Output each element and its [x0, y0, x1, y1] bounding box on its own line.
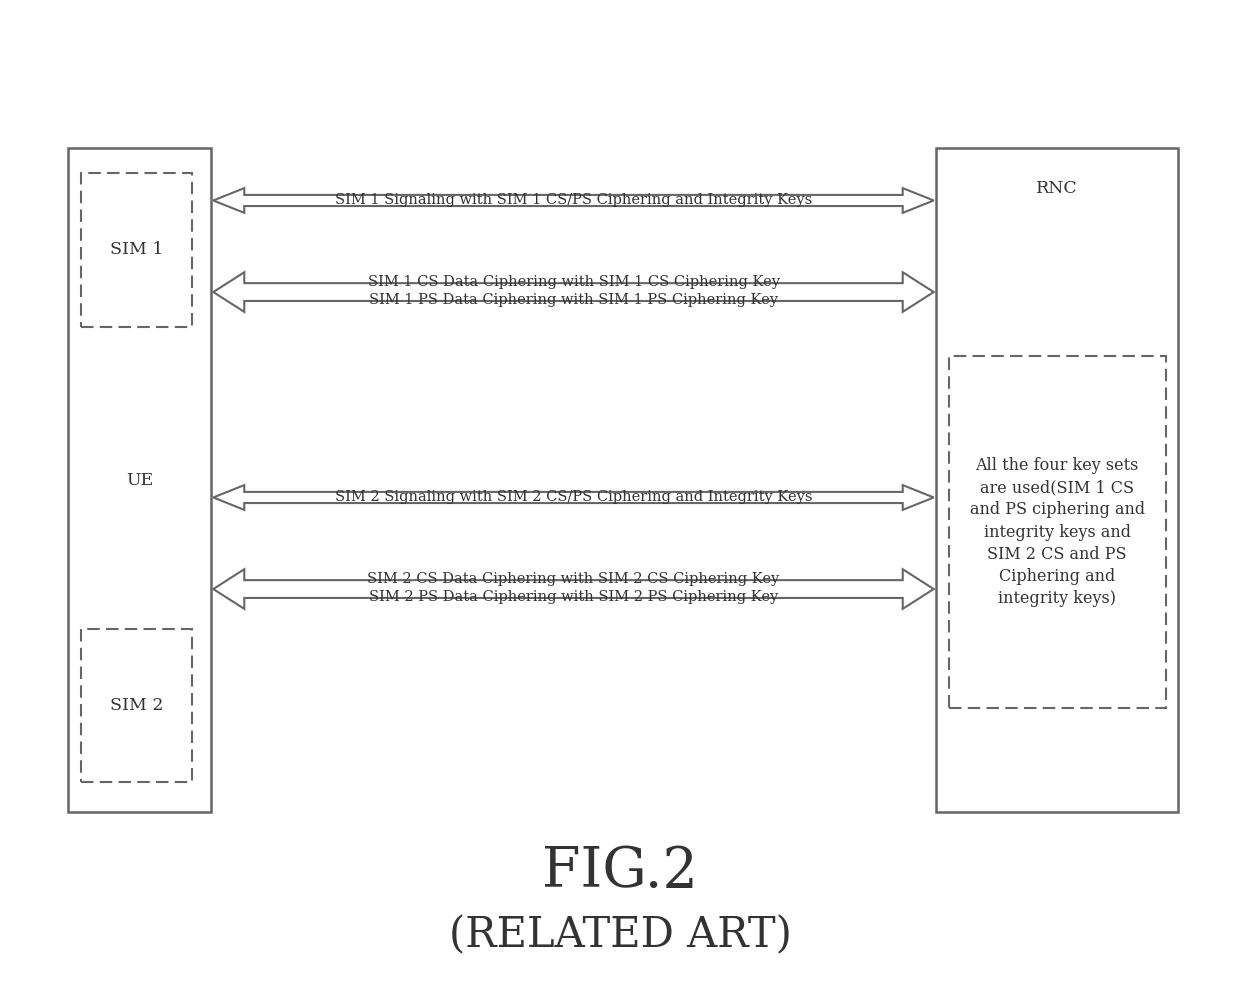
Text: SIM 2 CS Data Ciphering with SIM 2 CS Ciphering Key
SIM 2 PS Data Ciphering with: SIM 2 CS Data Ciphering with SIM 2 CS Ci…: [367, 572, 780, 604]
Text: SIM 1: SIM 1: [109, 242, 164, 258]
Polygon shape: [213, 188, 934, 213]
Text: SIM 2 Signaling with SIM 2 CS/PS Ciphering and Integrity Keys: SIM 2 Signaling with SIM 2 CS/PS Cipheri…: [335, 490, 812, 504]
Text: SIM 1 Signaling with SIM 1 CS/PS Ciphering and Integrity Keys: SIM 1 Signaling with SIM 1 CS/PS Cipheri…: [335, 193, 812, 207]
Text: FIG.2: FIG.2: [542, 843, 698, 899]
Text: (RELATED ART): (RELATED ART): [449, 915, 791, 956]
Text: SIM 2: SIM 2: [109, 697, 164, 714]
Text: RNC: RNC: [1037, 179, 1078, 197]
Bar: [936, 148, 1178, 812]
Text: All the four key sets
are used(SIM 1 CS
and PS ciphering and
integrity keys and
: All the four key sets are used(SIM 1 CS …: [970, 457, 1145, 607]
Bar: [68, 148, 211, 812]
Polygon shape: [213, 272, 934, 312]
Text: UE: UE: [126, 471, 153, 489]
Bar: [81, 173, 192, 327]
Bar: [949, 356, 1166, 708]
Polygon shape: [213, 569, 934, 609]
Text: SIM 1 CS Data Ciphering with SIM 1 CS Ciphering Key
SIM 1 PS Data Ciphering with: SIM 1 CS Data Ciphering with SIM 1 CS Ci…: [367, 275, 780, 307]
Polygon shape: [213, 485, 934, 510]
Bar: [81, 629, 192, 782]
